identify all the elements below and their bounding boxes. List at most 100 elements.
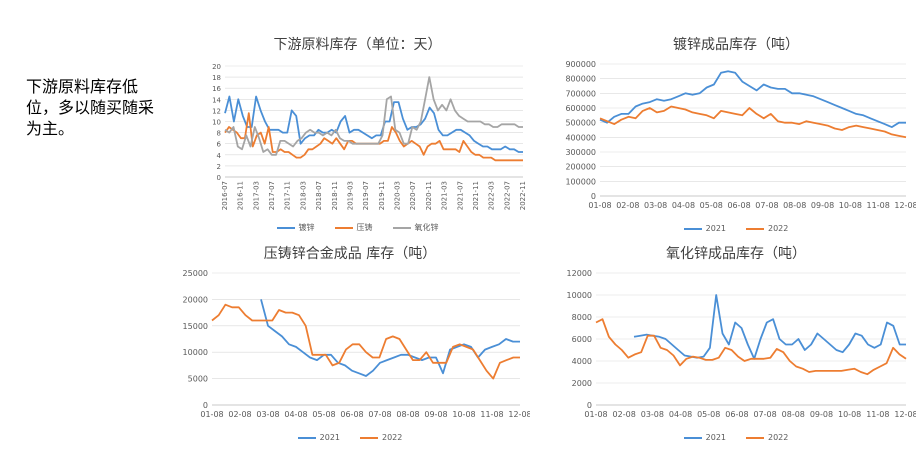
x-tick-label: 07-08 — [368, 410, 391, 419]
legend-item: 2022 — [746, 433, 788, 442]
legend-swatch — [683, 436, 702, 439]
legend-label: 2022 — [768, 433, 789, 442]
legend-swatch — [746, 436, 764, 439]
legend-label: 2022 — [382, 433, 403, 442]
x-tick-label: 2021-07 — [456, 181, 464, 210]
y-tick-label: 300000 — [565, 148, 596, 157]
x-tick-label: 05-08 — [700, 201, 723, 210]
x-tick-label: 10-08 — [838, 410, 861, 419]
x-tick-label: 10-08 — [839, 201, 862, 210]
chart-title: 压铸锌合金成品 库存（吨） — [263, 246, 437, 262]
y-tick-label: 0 — [217, 174, 221, 182]
legend-swatch — [297, 436, 316, 439]
y-tick-label: 4 — [217, 152, 222, 160]
y-tick-label: 12 — [212, 107, 221, 115]
y-tick-label: 800000 — [565, 75, 596, 84]
series-line-2022 — [595, 318, 907, 376]
x-tick-label: 09-08 — [811, 201, 834, 210]
legend-swatch — [683, 227, 702, 230]
legend-item: 2022 — [746, 224, 788, 233]
y-tick-label: 2 — [217, 163, 221, 171]
chart-plot: 0 5000 10000 15000 20000 25000 01-08 02-08 03-08… — [183, 269, 532, 419]
y-tick-label: 10000 — [183, 348, 208, 357]
x-tick-label: 08-08 — [396, 410, 419, 419]
x-tick-label: 2022-03 — [488, 181, 496, 210]
chart-plot: 0 2 4 6 8 10 12 14 16 18 20 2016-07 2016-11 2017-03 20… — [212, 63, 527, 210]
chart-legend: 镀锌 压铸 氧化锌 — [185, 222, 530, 233]
x-tick-label: 2022-11 — [519, 181, 527, 210]
y-tick-label: 10 — [212, 119, 221, 127]
y-tick-label: 100000 — [565, 177, 596, 186]
series-line-镀锌 — [224, 95, 523, 153]
legend-item: 氧化锌 — [392, 222, 439, 233]
y-tick-label: 14 — [212, 96, 221, 104]
x-tick-label: 05-08 — [697, 410, 720, 419]
y-tick-label: 20 — [212, 63, 221, 71]
y-tick-label: 18 — [212, 74, 221, 82]
chart-legend: 2021 2022 — [556, 224, 916, 233]
series-line-2021 — [633, 294, 906, 360]
x-tick-label: 2020-11 — [425, 181, 433, 210]
x-tick-label: 2018-07 — [315, 181, 323, 210]
chart-downstream-raw-inventory: 下游原料库存（单位：天） 0 2 4 6 8 10 12 14 16 18 20 2016-07 201… — [185, 34, 530, 240]
x-tick-label: 2018-11 — [331, 181, 339, 210]
series-line-2021 — [599, 70, 906, 128]
x-tick-label: 04-08 — [669, 410, 692, 419]
x-tick-label: 07-08 — [755, 201, 778, 210]
legend-item: 2021 — [683, 433, 726, 442]
legend-item: 镀锌 — [276, 222, 315, 233]
x-tick-label: 2016-07 — [221, 181, 229, 210]
x-tick-label: 2017-07 — [268, 181, 276, 210]
y-tick-label: 900000 — [565, 60, 596, 69]
y-tick-label: 16 — [212, 85, 221, 93]
x-tick-label: 2019-07 — [362, 181, 370, 210]
x-tick-label: 01-08 — [200, 410, 223, 419]
x-tick-label: 04-08 — [672, 201, 695, 210]
x-tick-label: 06-08 — [340, 410, 363, 419]
y-tick-label: 6 — [217, 141, 222, 149]
x-tick-label: 03-08 — [641, 410, 664, 419]
x-tick-label: 12-08 — [894, 201, 916, 210]
legend-label: 2021 — [705, 433, 726, 442]
legend-label: 压铸 — [356, 223, 373, 232]
x-tick-label: 11-08 — [867, 201, 890, 210]
y-tick-label: 12000 — [567, 269, 592, 278]
x-tick-label: 03-08 — [256, 410, 279, 419]
chart-legend: 2021 2022 — [170, 433, 530, 442]
series-line-2022 — [599, 105, 907, 139]
y-tick-label: 8000 — [572, 313, 592, 322]
x-tick-label: 08-08 — [783, 201, 806, 210]
side-note: 下游原料库存低位，多以随买随采为主。 — [26, 77, 155, 138]
x-tick-label: 2016-11 — [237, 181, 245, 210]
x-tick-label: 11-08 — [480, 410, 503, 419]
legend-item: 压铸 — [334, 222, 373, 233]
x-tick-label: 10-08 — [452, 410, 475, 419]
x-tick-label: 03-08 — [644, 201, 667, 210]
y-tick-label: 0 — [203, 401, 208, 410]
y-tick-label: 8 — [217, 130, 221, 138]
chart-galvanized-inventory: 镀锌成品库存（吨） 0 100000 200000 300000 400000 50000… — [556, 34, 917, 240]
chart-legend: 2021 2022 — [556, 433, 916, 442]
x-tick-label: 02-08 — [228, 410, 251, 419]
series-line-2022 — [211, 303, 520, 380]
chart-zinc-oxide-inventory: 氧化锌成品库存（吨） 0 2000 4000 6000 8000 10000 12000 01… — [556, 243, 918, 448]
x-tick-label: 12-08 — [894, 410, 916, 419]
y-tick-label: 2000 — [572, 379, 592, 388]
chart-plot: 0 100000 200000 300000 400000 500000 600000 700… — [565, 60, 917, 210]
y-tick-label: 20000 — [183, 295, 208, 304]
x-tick-label: 02-08 — [616, 201, 639, 210]
x-tick-label: 2018-03 — [299, 181, 307, 210]
legend-label: 2021 — [705, 224, 726, 233]
legend-label: 镀锌 — [298, 223, 315, 232]
x-tick-label: 02-08 — [613, 410, 636, 419]
y-tick-label: 4000 — [572, 357, 592, 366]
x-tick-label: 2019-11 — [378, 181, 386, 210]
x-tick-label: 2020-03 — [394, 181, 402, 210]
x-tick-label: 2017-03 — [252, 181, 260, 210]
legend-label: 氧化锌 — [414, 223, 439, 232]
x-tick-label: 01-08 — [584, 410, 607, 419]
x-tick-label: 07-08 — [753, 410, 776, 419]
y-tick-label: 15000 — [183, 322, 208, 331]
y-tick-label: 6000 — [572, 335, 592, 344]
chart-title: 镀锌成品库存（吨） — [673, 37, 799, 53]
